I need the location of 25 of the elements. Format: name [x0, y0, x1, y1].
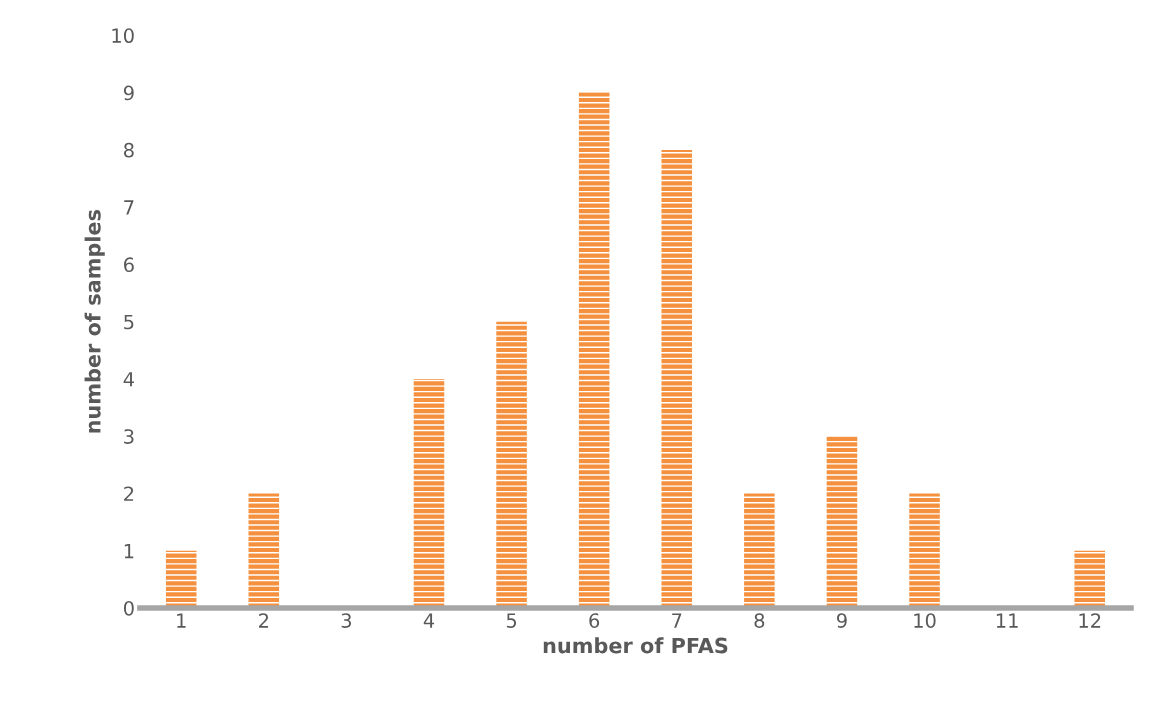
y-tick-label: 2 — [124, 486, 134, 501]
x-tick-label: 3 — [341, 613, 352, 628]
y-tick-label: 7 — [124, 200, 134, 215]
x-axis-title: number of PFAS — [543, 637, 728, 654]
y-tick-label: 6 — [124, 257, 134, 273]
x-tick-label: 1 — [177, 613, 186, 628]
x-tick-label: 11 — [996, 613, 1018, 628]
y-tick-label: 8 — [124, 142, 134, 158]
y-tick-label: 5 — [124, 314, 134, 330]
x-tick-label: 10 — [914, 613, 936, 628]
x-tick-label: 6 — [589, 613, 600, 628]
y-tick-label: 4 — [123, 372, 134, 387]
x-tick-label: 5 — [506, 613, 517, 628]
x-tick-label: 9 — [836, 613, 847, 628]
y-tick-label: 0 — [123, 600, 134, 616]
y-tick-label: 3 — [124, 429, 134, 444]
x-tick-label: 12 — [1079, 613, 1101, 628]
y-tick-label: 10 — [112, 28, 134, 44]
x-tick-label: 4 — [423, 613, 435, 628]
x-tick-label: 2 — [259, 613, 269, 628]
y-tick-label: 1 — [124, 543, 134, 559]
y-axis-title: number of samples — [84, 210, 105, 433]
x-tick-label: 7 — [672, 613, 682, 628]
y-tick-label: 9 — [123, 85, 134, 101]
x-tick-label: 8 — [754, 613, 765, 628]
